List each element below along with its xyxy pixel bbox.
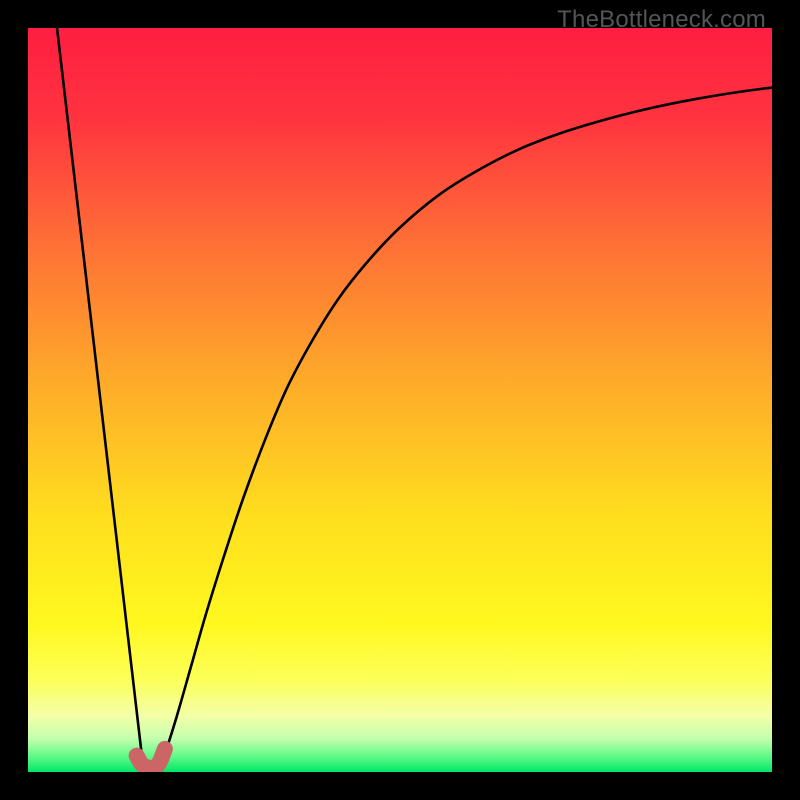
- bottleneck-marker: [137, 749, 165, 768]
- curve-layer: [28, 28, 772, 772]
- plot-area: [28, 28, 772, 772]
- left-line: [57, 28, 143, 768]
- watermark-text: TheBottleneck.com: [557, 6, 766, 34]
- chart-frame: TheBottleneck.com: [0, 0, 800, 800]
- right-curve: [158, 88, 772, 769]
